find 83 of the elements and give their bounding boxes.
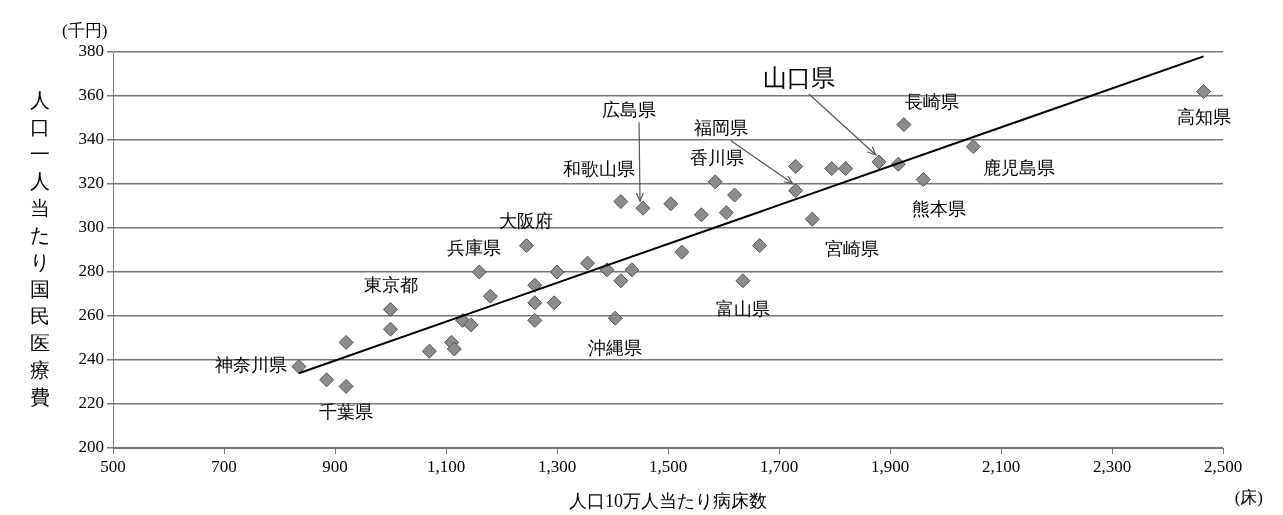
x-tick-label: 1,700 [759,456,799,476]
point [613,194,629,210]
y-tick-label: 240 [78,349,104,369]
x-tick-label: 500 [100,456,126,476]
y-tick-label: 300 [78,217,104,237]
point [527,277,543,293]
point [527,312,543,328]
point [383,301,398,317]
annotation: 山口県 [762,65,835,92]
point [915,172,931,188]
annotation: 高知県 [1176,107,1231,128]
point [896,117,912,133]
point [471,264,487,280]
point [463,317,479,333]
point [607,310,623,326]
point [735,273,751,289]
point [338,378,354,394]
annotation: 富山県 [715,298,770,319]
x-tick-label: 1,500 [648,456,688,476]
point [383,321,398,337]
annotation: 熊本県 [912,199,967,220]
point [291,359,307,375]
point [546,295,562,311]
annotation: 鹿児島県 [983,158,1056,179]
point [871,154,887,170]
point [1196,84,1212,100]
annotation: 東京都 [363,275,418,296]
annotation: 沖縄県 [588,337,643,358]
x-axis-title: 人口10万人当たり病床数 [569,490,767,511]
point [663,196,679,212]
point [319,372,335,388]
y-tick-label: 320 [78,173,104,193]
point [421,343,437,359]
point [788,158,804,174]
point [624,262,640,278]
point [788,183,804,199]
y-tick-label: 280 [78,261,104,281]
x-tick-label: 900 [322,456,348,476]
point [635,200,651,216]
annotation: 大阪府 [499,211,554,232]
y-tick-label: 260 [78,305,104,325]
annotation: 神奈川県 [214,355,287,376]
x-tick-label: 2,100 [981,456,1021,476]
point [518,238,534,254]
y-tick-label: 200 [78,437,104,457]
annotation: 兵庫県 [447,237,502,258]
point [580,255,596,271]
point [727,187,743,203]
point [527,295,543,311]
x-tick-label: 2,500 [1203,456,1243,476]
point [693,207,709,223]
y-tick-label: 360 [78,85,104,105]
x-tick-label: 1,100 [426,456,466,476]
point [718,205,734,221]
x-tick-label: 1,900 [870,456,910,476]
point [965,139,981,155]
point [549,264,565,280]
annotation: 千葉県 [319,402,374,423]
point [838,161,854,177]
x-tick-label: 2,300 [1092,456,1132,476]
point [482,288,498,304]
text: 人口一人当たり国民医療費 [30,88,50,408]
annotation: 和歌山県 [562,159,635,180]
point [707,174,723,190]
annotation: 広島県 [602,99,657,120]
y-tick-label: 220 [78,393,104,413]
point [824,161,840,177]
annotation: 長崎県 [904,92,959,113]
x-tick-label: 1,300 [537,456,577,476]
annotation: 福岡県 [693,118,748,139]
point [674,244,690,260]
annotation: 宮崎県 [825,238,880,259]
point [338,334,354,350]
point [446,341,462,357]
y-tick-label: 340 [78,129,104,149]
y-tick-label: 380 [78,41,104,61]
point [752,238,768,254]
text: (千円) [62,20,108,40]
annotation: 香川県 [690,147,745,168]
point [613,273,629,289]
x-tick-label: 700 [211,456,237,476]
text: (床) [1234,487,1263,507]
point [804,211,820,227]
